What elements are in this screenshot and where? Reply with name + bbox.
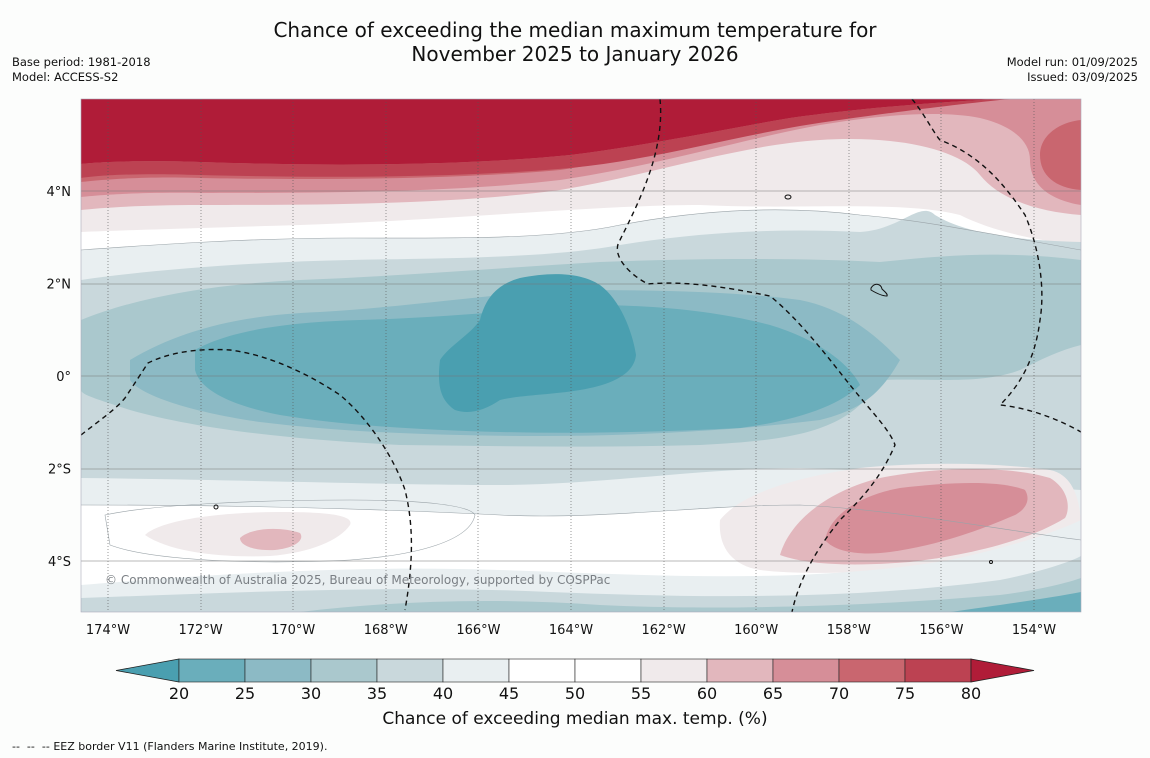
colorbar-tick-label: 65 bbox=[763, 684, 783, 703]
longitude-label: 154°W bbox=[1012, 623, 1056, 638]
latitude-label: 2°S bbox=[48, 463, 71, 478]
longitude-label: 170°W bbox=[271, 623, 315, 638]
footer-note: -- -- -- EEZ border V11 (Flanders Marine… bbox=[12, 740, 327, 753]
colorbar-segment bbox=[442, 658, 510, 683]
title-line-1: Chance of exceeding the median maximum t… bbox=[273, 18, 877, 42]
colorbar-segment bbox=[244, 658, 312, 683]
latitude-label: 4°N bbox=[47, 185, 72, 200]
colorbar-segment bbox=[178, 658, 246, 683]
colorbar-tick-label: 75 bbox=[895, 684, 915, 703]
probability-field: © Commonwealth of Australia 2025, Bureau… bbox=[81, 99, 1081, 612]
longitude-label: 168°W bbox=[364, 623, 408, 638]
colorbar-tick-label: 40 bbox=[433, 684, 453, 703]
colorbar-segment bbox=[310, 658, 378, 683]
longitude-label: 172°W bbox=[179, 623, 223, 638]
title-line-2: November 2025 to January 2026 bbox=[411, 42, 739, 66]
longitude-labels: 174°W 172°W 170°W 168°W 166°W 164°W 162°W 160°W… bbox=[86, 623, 1056, 638]
colorbar-tick-label: 45 bbox=[499, 684, 519, 703]
colorbar-segment bbox=[574, 658, 642, 683]
colorbar-segment bbox=[508, 658, 576, 683]
latitude-labels: 4°N 2°N 0° 2°S 4°S bbox=[47, 185, 72, 570]
colorbar-segment bbox=[904, 658, 972, 683]
base-period: Base period: 1981-2018 bbox=[12, 55, 151, 69]
colorbar-tick-label: 55 bbox=[631, 684, 651, 703]
model-run-date: Model run: 01/09/2025 bbox=[1006, 55, 1138, 69]
metadata-left: Base period: 1981-2018 Model: ACCESS-S2 bbox=[12, 55, 151, 85]
latitude-label: 2°N bbox=[47, 278, 72, 293]
colorbar-segment bbox=[640, 658, 708, 683]
copyright-notice: © Commonwealth of Australia 2025, Bureau… bbox=[105, 573, 610, 587]
colorbar-segment bbox=[706, 658, 774, 683]
colorbar-tick-label: 70 bbox=[829, 684, 849, 703]
colorbar-tick-label: 35 bbox=[367, 684, 387, 703]
contour-25-south bbox=[950, 592, 1081, 612]
longitude-label: 158°W bbox=[827, 623, 871, 638]
contour-78-north bbox=[81, 99, 1010, 178]
colorbar-segment bbox=[772, 658, 840, 683]
contour-65-sw bbox=[240, 528, 302, 551]
colorbar-segment bbox=[838, 658, 906, 683]
colorbar-tick-label: 50 bbox=[565, 684, 585, 703]
contour-30-south bbox=[300, 578, 1081, 612]
longitude-label: 164°W bbox=[549, 623, 593, 638]
islands bbox=[213, 194, 993, 564]
contour-80-north bbox=[81, 99, 1000, 165]
model-name: Model: ACCESS-S2 bbox=[12, 70, 119, 84]
eez-source-note: EEZ border V11 (Flanders Marine Institut… bbox=[53, 740, 328, 753]
contour-70-south bbox=[825, 483, 1028, 554]
colorbar-tick-label: 25 bbox=[235, 684, 255, 703]
longitude-label: 174°W bbox=[86, 623, 130, 638]
eez-borders bbox=[81, 99, 1081, 612]
contour-20 bbox=[438, 274, 636, 412]
issued-date: Issued: 03/09/2025 bbox=[1027, 70, 1138, 84]
colorbar-segment bbox=[376, 658, 444, 683]
longitude-label: 166°W bbox=[456, 623, 500, 638]
colorbar: 20 25 30 35 40 45 50 55 60 65 70 75 80 bbox=[115, 658, 1035, 703]
metadata-right: Model run: 01/09/2025 Issued: 03/09/2025 bbox=[1007, 55, 1138, 85]
contour-40-south bbox=[81, 520, 1081, 612]
latitude-label: 4°S bbox=[48, 555, 71, 570]
colorbar-title: Chance of exceeding median max. temp. (%… bbox=[382, 709, 768, 729]
colorbar-tick-label: 60 bbox=[697, 684, 717, 703]
dash-legend-symbol: -- -- -- bbox=[12, 740, 54, 753]
colorbar-tick-label: 30 bbox=[301, 684, 321, 703]
colorbar-tick-label: 20 bbox=[169, 684, 189, 703]
longitude-label: 162°W bbox=[642, 623, 686, 638]
longitude-label: 156°W bbox=[919, 623, 963, 638]
longitude-label: 160°W bbox=[734, 623, 778, 638]
map-title: Chance of exceeding the median maximum t… bbox=[0, 18, 1150, 66]
colorbar-arrow-low bbox=[115, 658, 180, 683]
colorbar-tick-label: 80 bbox=[961, 684, 981, 703]
contour-35-south bbox=[81, 556, 1081, 612]
latitude-label: 0° bbox=[56, 370, 71, 385]
colorbar-arrow-high bbox=[970, 658, 1035, 683]
